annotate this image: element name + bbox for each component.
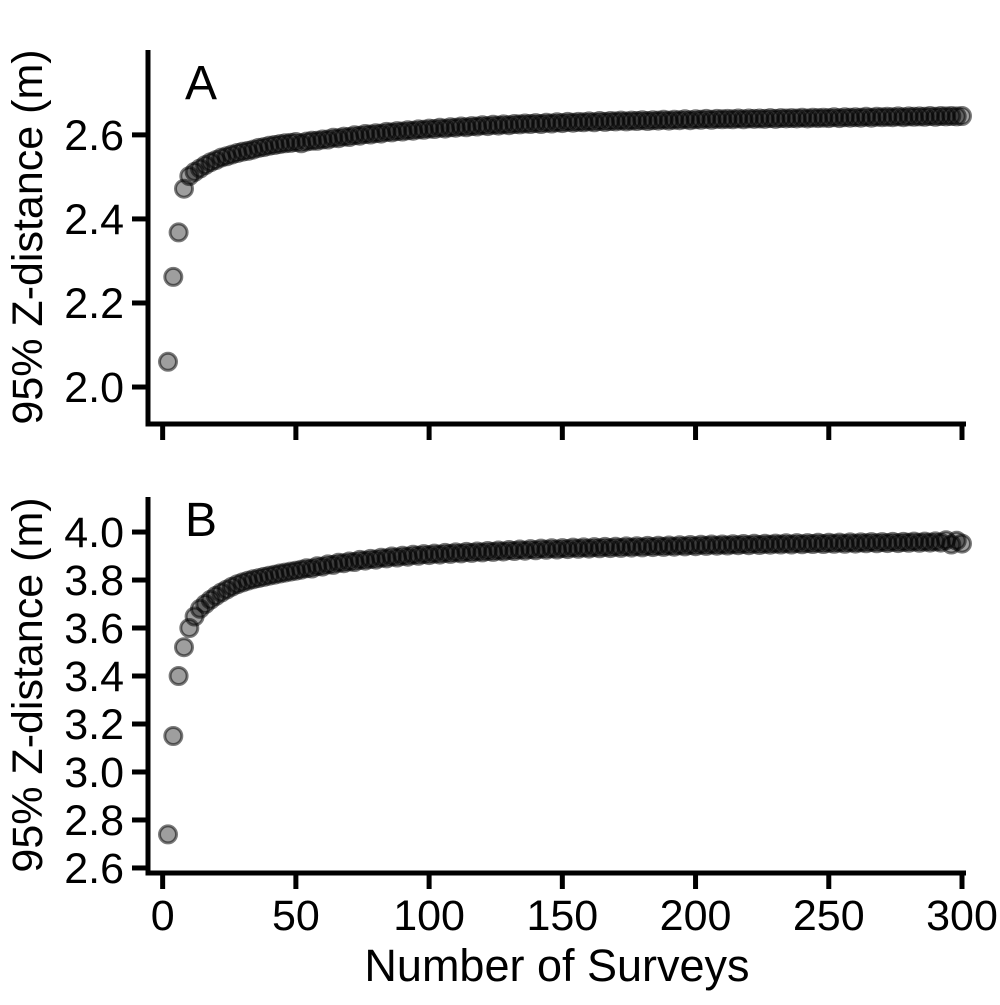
y-tick-label: 4.0 <box>64 509 124 557</box>
axis-frame <box>145 50 966 427</box>
data-point <box>952 533 972 554</box>
x-tick-label: 0 <box>151 892 175 940</box>
data-point <box>168 222 189 243</box>
data-point <box>158 824 178 845</box>
y-tick-label: 2.6 <box>64 112 124 160</box>
y-tick-label: 3.8 <box>64 557 124 605</box>
y-tick-label: 2.8 <box>64 797 124 845</box>
data-point <box>168 666 189 686</box>
y-axis-label-panel-b: 95% Z-distance (m) <box>4 497 52 872</box>
y-tick-label: 2.6 <box>64 845 124 893</box>
y-tick-label: 3.2 <box>64 701 124 749</box>
y-tick-label: 2.0 <box>64 364 124 412</box>
y-tick-label: 2.2 <box>64 280 124 328</box>
x-tick-label: 200 <box>660 892 732 940</box>
y-tick-label: 2.4 <box>64 196 124 244</box>
y-tick-label: 3.6 <box>64 605 124 653</box>
y-axis-label-panel-a: 95% Z-distance (m) <box>4 49 52 424</box>
x-axis-label: Number of Surveys <box>364 940 749 991</box>
x-tick-label: 100 <box>393 892 465 940</box>
y-tick-label: 3.4 <box>64 653 124 701</box>
data-point <box>952 106 972 126</box>
panels-group: 2.02.22.42.62.62.83.03.23.43.63.84.00 50 1… <box>64 50 998 940</box>
panel-A-points <box>158 106 972 372</box>
panel-label-a: A <box>185 57 217 110</box>
x-tick-label: 300 <box>926 892 998 940</box>
data-point <box>163 266 184 287</box>
panel-B: 2.62.83.03.23.43.63.84.0 0 50 100 150 200 250 3… <box>64 497 998 940</box>
panel-label-b: B <box>185 494 217 547</box>
x-tick-label: 50 <box>272 892 320 940</box>
data-point <box>163 726 184 746</box>
panel-B-points <box>158 530 972 845</box>
data-point <box>158 351 178 372</box>
y-tick-label: 3.0 <box>64 749 124 797</box>
x-tick-label: 250 <box>793 892 865 940</box>
panel-A: 2.0 2.2 2.4 2.6 <box>64 50 972 440</box>
data-point <box>174 637 194 658</box>
x-tick-label: 150 <box>526 892 598 940</box>
